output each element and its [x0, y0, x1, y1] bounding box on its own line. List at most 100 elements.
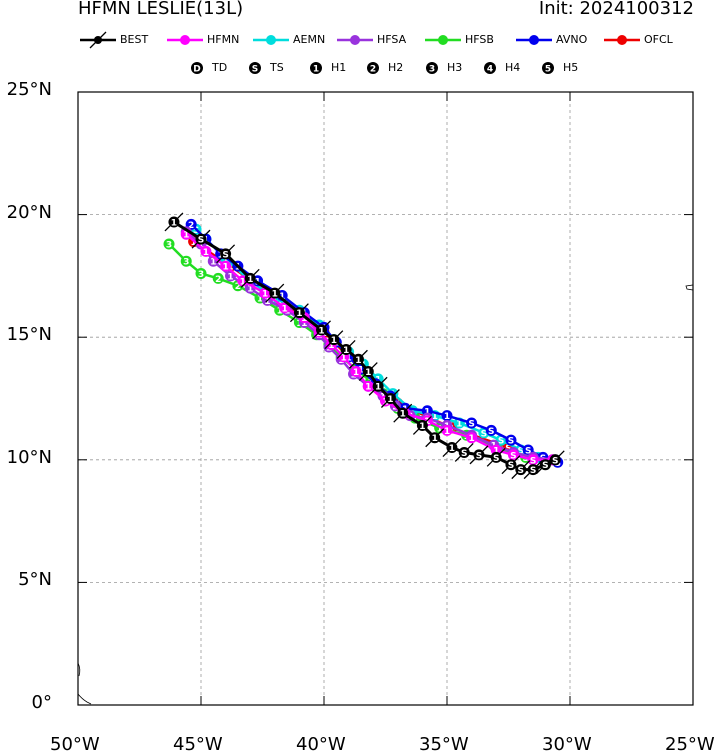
- intensity-marker: [446, 442, 458, 454]
- legend-label: AVNO: [556, 33, 588, 46]
- intensity-legend-h3: 3 H3: [425, 59, 475, 79]
- intensity-code: 1: [331, 336, 337, 346]
- coastline-south: [77, 662, 92, 705]
- intensity-marker: [293, 307, 305, 319]
- track-point: 1: [164, 212, 184, 232]
- track-point: S: [454, 442, 474, 462]
- intensity-code: 1: [365, 383, 371, 393]
- intensity-code: 1: [272, 290, 278, 300]
- intensity-code: 1: [436, 424, 442, 434]
- lat-label: 15°N: [6, 324, 52, 346]
- lat-label: 10°N: [6, 446, 52, 468]
- intensity-marker: [490, 451, 502, 463]
- lon-label: 50°W: [50, 734, 100, 755]
- intensity-marker: [168, 216, 180, 228]
- track-point: 1: [350, 366, 362, 378]
- intensity-code: 2: [188, 221, 194, 231]
- intensity-code: 2: [235, 282, 241, 292]
- track-point: 2: [212, 272, 224, 285]
- track-line: [190, 223, 559, 464]
- intensity-label: H4: [505, 61, 521, 74]
- intensity-code: 1: [210, 258, 216, 268]
- intensity-code: S: [481, 429, 487, 439]
- intensity-code: 1: [301, 319, 307, 329]
- track-point: 3: [195, 267, 207, 280]
- intensity-code: S: [198, 236, 204, 246]
- intensity-legend-h2: 2 H2: [366, 59, 416, 79]
- intensity-code: 1: [468, 434, 474, 444]
- track-point: 1: [380, 389, 400, 408]
- intensity-marker: [473, 449, 485, 461]
- lon-label: 35°W: [419, 734, 469, 755]
- track-point: 1: [412, 416, 432, 435]
- intensity-symbol: 3: [426, 62, 438, 75]
- intensity-marker: [416, 419, 428, 431]
- track-point: S: [469, 445, 489, 465]
- svg-text:4: 4: [487, 65, 493, 75]
- track-point: S: [505, 434, 517, 447]
- intensity-code: 1: [432, 434, 438, 444]
- intensity-symbol: S: [249, 62, 261, 75]
- intensity-code: 1: [365, 368, 371, 378]
- intensity-marker: [163, 238, 175, 250]
- intensity-code: S: [510, 451, 516, 461]
- intensity-marker: [397, 407, 409, 419]
- intensity-legend-td: D TD: [190, 59, 240, 79]
- intensity-code: 1: [343, 346, 349, 356]
- intensity-marker: [195, 267, 207, 279]
- intensity-symbol: 2: [367, 62, 379, 75]
- intensity-code: S: [518, 466, 524, 476]
- intensity-code: 1: [171, 218, 177, 228]
- track-point: S: [191, 229, 211, 249]
- legend-label: AEMN: [293, 33, 326, 46]
- intensity-code: 1: [424, 407, 430, 417]
- track-point: 3: [180, 255, 192, 268]
- init-time: Init: 2024100312: [538, 0, 694, 19]
- intensity-label: H1: [331, 61, 347, 74]
- track-point: S: [486, 447, 506, 467]
- intensity-symbol: 4: [484, 62, 496, 75]
- coastline-east: [685, 284, 694, 291]
- intensity-code: 3: [183, 258, 189, 268]
- model-legend: BEST HFMN AEMN HFSA HFSB AVNO OFCL: [0, 31, 718, 51]
- intensity-code: 1: [257, 294, 263, 304]
- lon-label: 40°W: [296, 734, 346, 755]
- intensity-code: 1: [456, 420, 462, 430]
- intensity-legend-h5: 5 H5: [541, 59, 591, 79]
- intensity-code: 2: [215, 275, 221, 285]
- lon-label: 45°W: [173, 734, 223, 755]
- track-point: S: [523, 460, 543, 480]
- svg-text:3: 3: [429, 65, 435, 75]
- intensity-symbol: D: [191, 62, 203, 75]
- legend-label: BEST: [120, 33, 149, 46]
- intensity-code: 1: [328, 341, 334, 351]
- track-point: 1: [425, 428, 445, 448]
- intensity-marker: [527, 454, 539, 466]
- svg-text:5: 5: [545, 65, 551, 75]
- intensity-code: 3: [166, 241, 172, 251]
- intensity-code: 1: [341, 353, 347, 363]
- legend-item-hfsa: HFSA: [337, 31, 427, 51]
- intensity-code: 1: [227, 272, 233, 282]
- track-point: S: [485, 424, 497, 437]
- intensity-marker: [505, 459, 517, 471]
- intensity-code: S: [505, 444, 511, 454]
- intensity-code: S: [222, 250, 228, 260]
- intensity-code: 1: [247, 275, 253, 285]
- legend-item-aemn: AEMN: [253, 31, 343, 51]
- track-point: S: [511, 460, 531, 480]
- track-point: 1: [265, 283, 285, 303]
- intensity-code: S: [493, 454, 499, 464]
- intensity-marker: [220, 260, 232, 272]
- legend-swatch: [167, 35, 203, 45]
- track-point: 1: [441, 410, 453, 422]
- intensity-code: 3: [198, 270, 204, 280]
- intensity-code: 1: [301, 314, 307, 324]
- intensity-marker: [505, 434, 517, 446]
- intensity-marker: [244, 272, 256, 284]
- intensity-code: 1: [262, 290, 268, 300]
- intensity-marker: [429, 432, 441, 444]
- track-point: S: [466, 417, 478, 430]
- legend-label: OFCL: [644, 33, 673, 46]
